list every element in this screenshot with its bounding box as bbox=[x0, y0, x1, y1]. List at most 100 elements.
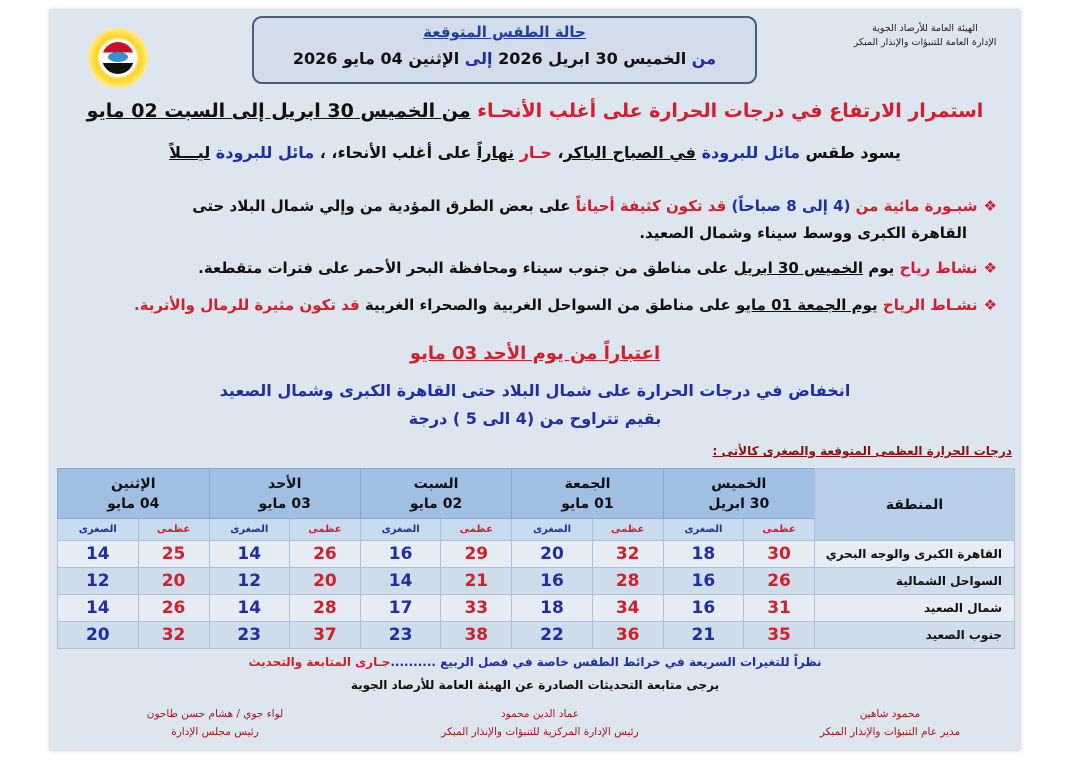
text-segment: نشـاط الرياح bbox=[877, 296, 978, 314]
max-temp: 32 bbox=[137, 621, 210, 649]
day-date: 02 مايو bbox=[409, 495, 463, 512]
max-temp: 32 bbox=[591, 540, 664, 568]
text-segment: في الصباح الباكر bbox=[563, 143, 697, 162]
day-header: الإثنين 04 مايو bbox=[57, 468, 210, 519]
min-label: الصغرى bbox=[359, 518, 442, 541]
min-temp: 12 bbox=[57, 567, 139, 595]
forecast-period: من الخميس 30 ابريل 2026 إلى الإثنين 04 م… bbox=[254, 49, 755, 68]
min-temp: 14 bbox=[208, 594, 290, 622]
min-temp: 14 bbox=[359, 567, 442, 595]
min-temp: 20 bbox=[57, 621, 139, 649]
table-label: درجات الحرارة العظمى المتوقعة والصغرى كا… bbox=[712, 444, 1012, 458]
min-temp: 18 bbox=[511, 594, 593, 622]
day-header: السبت 02 مايو bbox=[359, 468, 513, 519]
min-label: الصغرى bbox=[511, 518, 593, 541]
max-temp: 33 bbox=[440, 594, 513, 622]
page-title: حالة الطقس المتوقعة bbox=[423, 23, 586, 41]
text-segment: يوم الجمعة 01 مايو bbox=[735, 296, 878, 314]
day-header: الأحد 03 مايو bbox=[208, 468, 361, 519]
table-row: السواحل الشمالية 26 16 28 16 21 14 20 12 20 12 bbox=[57, 567, 1015, 595]
organization-name: الهيئة العامة للأرصاد الجوية الإدارة الع… bbox=[815, 22, 1035, 50]
text-segment: استمرار الارتفاع في درجات الحرارة على أغ… bbox=[470, 100, 984, 122]
max-temp: 28 bbox=[289, 594, 361, 622]
footer-note: نظراً للتغيرات السريعة في خرائط الطقس خا… bbox=[55, 655, 1015, 669]
max-temp: 20 bbox=[137, 567, 210, 595]
min-temp: 12 bbox=[208, 567, 290, 595]
min-temp: 21 bbox=[662, 621, 745, 649]
day-name: الأحد bbox=[267, 475, 302, 492]
section-line-2: بقيم تتراوح من (4 الى 5 ) درجة bbox=[408, 409, 662, 428]
min-temp: 16 bbox=[511, 567, 593, 595]
day-name: الخميس bbox=[711, 475, 767, 492]
text-segment: جـارى المتابعة والتحديث bbox=[248, 655, 391, 669]
signer-name: لواء جوي / هشام حسن طاحون bbox=[146, 708, 284, 720]
min-temp: 23 bbox=[208, 621, 290, 649]
min-temp: 16 bbox=[359, 540, 442, 568]
min-temp: 16 bbox=[662, 594, 745, 622]
min-temp: 14 bbox=[57, 540, 139, 568]
region-name: القاهرة الكبرى والوجه البحري bbox=[814, 540, 1015, 568]
text-segment: على مناطق من جنوب سيناء ومحافظة البحر ال… bbox=[198, 259, 734, 277]
max-label: عظمى bbox=[289, 518, 361, 541]
signer-title: رئيس الإدارة المركزية للتنبؤات والإنذار … bbox=[441, 726, 639, 738]
max-temp: 20 bbox=[289, 567, 361, 595]
weather-summary: يسود طقس مائل للبرودة في الصباح الباكر، … bbox=[55, 143, 1015, 162]
signature-3: لواء جوي / هشام حسن طاحون رئيس مجلس الإدا… bbox=[100, 705, 330, 741]
ema-logo-icon bbox=[88, 28, 148, 88]
table-row: القاهرة الكبرى والوجه البحري 30 18 32 20 29 16… bbox=[57, 540, 1015, 568]
max-temp: 28 bbox=[591, 567, 664, 595]
region-header: المنطقة bbox=[814, 468, 1015, 541]
max-temp: 30 bbox=[743, 540, 815, 568]
text-segment: يسود طقس bbox=[799, 143, 901, 162]
max-label: عظمى bbox=[743, 518, 815, 541]
max-label: عظمى bbox=[591, 518, 664, 541]
bullet-fog: ❖ شبـورة مائية من (4 إلى 8 صباحاً) قد تكو… bbox=[55, 197, 1015, 215]
text-segment: الإثنين 04 مايو 2026 bbox=[292, 49, 460, 68]
day-date: 01 مايو bbox=[561, 495, 614, 512]
max-temp: 37 bbox=[289, 621, 361, 649]
bullet-text: نشـاط الرياح يوم الجمعة 01 مايو على مناط… bbox=[134, 296, 978, 314]
signature-2: عماد الدين محمود رئيس الإدارة المركزية لل… bbox=[410, 705, 670, 741]
text-segment: الخميس 30 ابريل 2026 bbox=[492, 49, 687, 68]
day-header: الجمعة 01 مايو bbox=[511, 468, 664, 519]
min-label: الصغرى bbox=[208, 518, 290, 541]
diamond-bullet-icon: ❖ bbox=[983, 197, 997, 215]
diamond-bullet-icon: ❖ bbox=[983, 259, 997, 277]
table-row: جنوب الصعيد 35 21 36 22 38 23 37 23 32 20 bbox=[57, 621, 1015, 649]
max-temp: 26 bbox=[289, 540, 361, 568]
signer-title: رئيس مجلس الإدارة bbox=[171, 726, 259, 738]
day-date: 04 مايو bbox=[107, 495, 160, 512]
headline: استمرار الارتفاع في درجات الحرارة على أغ… bbox=[55, 100, 1015, 122]
signer-title: مدير عام التنبؤات والإنذار المبكر bbox=[819, 726, 961, 738]
max-temp: 35 bbox=[743, 621, 815, 649]
day-date: 03 مايو bbox=[258, 495, 311, 512]
max-label: عظمى bbox=[440, 518, 513, 541]
region-name: السواحل الشمالية bbox=[814, 567, 1015, 595]
min-label: الصغرى bbox=[662, 518, 745, 541]
text-segment: من الخميس 30 ابريل إلى السبت 02 مايو bbox=[86, 100, 471, 122]
region-name: جنوب الصعيد bbox=[814, 621, 1015, 649]
day-date: 30 ابريل bbox=[708, 495, 770, 512]
text-segment: القاهرة الكبرى ووسط سيناء وشمال الصعيد. bbox=[639, 224, 967, 242]
text-segment: نظراً للتغيرات السريعة في خرائط الطقس خا… bbox=[390, 655, 822, 669]
min-temp: 18 bbox=[662, 540, 745, 568]
max-label: عظمى bbox=[137, 518, 210, 541]
max-temp: 36 bbox=[591, 621, 664, 649]
text-segment: نشاط رياح bbox=[894, 259, 978, 277]
text-segment: على بعض الطرق المؤدية من وإلي شمال البلا… bbox=[192, 197, 571, 215]
text-segment: إلى bbox=[459, 49, 493, 68]
min-temp: 17 bbox=[359, 594, 442, 622]
region-name: شمال الصعيد bbox=[814, 594, 1015, 622]
diamond-bullet-icon: ❖ bbox=[983, 296, 997, 314]
text-segment: ليـــلاً bbox=[169, 143, 211, 162]
text-segment: شبـورة مائية من bbox=[850, 197, 978, 215]
signature-1: محمود شاهين مدير عام التنبؤات والإنذار ال… bbox=[760, 705, 1020, 741]
text-segment: حـار bbox=[514, 143, 552, 162]
org-line: الهيئة العامة للأرصاد الجوية bbox=[872, 23, 978, 34]
text-segment: (4 إلى 8 صباحاً) bbox=[726, 197, 851, 215]
footer-follow: يرجى متابعة التحديثات الصادرة عن الهيئة … bbox=[350, 678, 720, 692]
day-name: الجمعة bbox=[564, 475, 611, 492]
text-segment: قد تكون كثيفة أحياناً bbox=[570, 197, 727, 215]
org-department: الإدارة العامة للتنبؤات والإنذار المبكر bbox=[853, 37, 997, 48]
text-segment: الخميس 30 ابريل bbox=[733, 259, 864, 277]
